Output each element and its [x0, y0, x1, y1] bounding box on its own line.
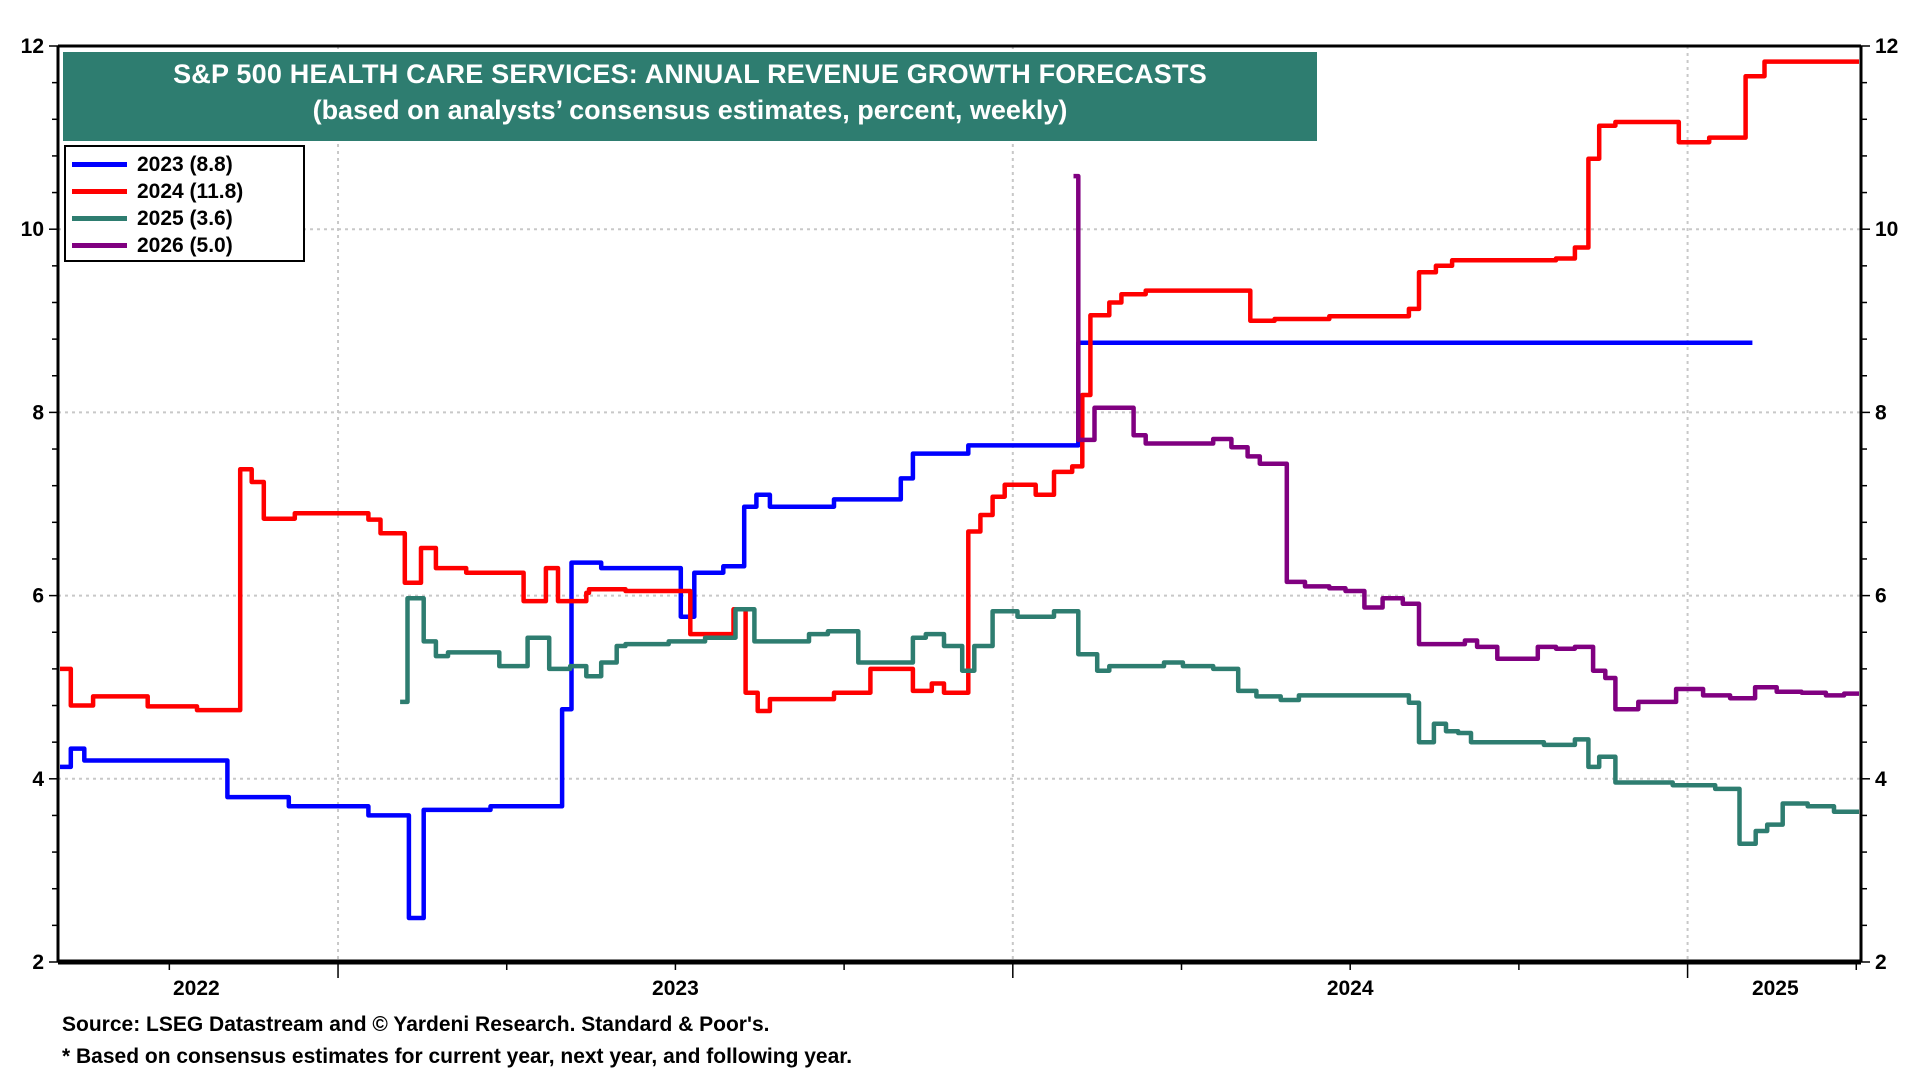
legend-label-2024: 2024 (11.8)	[137, 179, 244, 203]
y-tick-label-right: 8	[1875, 401, 1887, 424]
legend-label-2023: 2023 (8.8)	[137, 152, 233, 176]
legend-swatch-2023	[72, 162, 127, 167]
series-group	[60, 59, 1859, 921]
legend-item-2024: 2024 (11.8)	[72, 178, 243, 205]
legend-item-2026: 2026 (5.0)	[72, 232, 233, 259]
x-tick-label-2023: 2023	[652, 977, 699, 1000]
x-tick-label-2022: 2022	[173, 977, 220, 1000]
footnote: * Based on consensus estimates for curre…	[62, 1045, 853, 1068]
series-line-2024	[60, 59, 1859, 714]
legend-label-2025: 2025 (3.6)	[137, 206, 233, 230]
series-line-2025	[400, 596, 1859, 847]
y-tick-label-left: 2	[32, 951, 44, 974]
y-tick-label-left: 6	[32, 585, 44, 608]
gridlines	[58, 46, 1861, 962]
y-tick-label-left: 4	[32, 768, 44, 791]
series-line-2026	[1073, 173, 1859, 712]
legend-label-2026: 2026 (5.0)	[137, 233, 233, 257]
x-tick-label-2025: 2025	[1752, 977, 1799, 1000]
axes: 2 2 4 4 6 6 8 8 10 10 12 12 2022 2023 2024 2025	[21, 35, 1899, 1000]
source-note: Source: LSEG Datastream and © Yardeni Re…	[62, 1013, 770, 1036]
legend-item-2023: 2023 (8.8)	[72, 151, 233, 178]
legend-item-2025: 2025 (3.6)	[72, 205, 233, 232]
y-tick-label-left: 12	[21, 35, 44, 58]
chart-title: S&P 500 HEALTH CARE SERVICES: ANNUAL REV…	[173, 59, 1207, 89]
legend-swatch-2025	[72, 216, 127, 221]
chart-subtitle: (based on analysts’ consensus estimates,…	[312, 95, 1068, 125]
y-tick-label-right: 2	[1875, 951, 1887, 974]
y-tick-label-right: 12	[1875, 35, 1898, 58]
legend-swatch-2024	[72, 189, 127, 194]
series-line-2023	[60, 340, 1753, 921]
chart-title-box: S&P 500 HEALTH CARE SERVICES: ANNUAL REV…	[63, 52, 1317, 141]
y-tick-label-left: 10	[21, 218, 44, 241]
legend: 2023 (8.8) 2024 (11.8) 2025 (3.6) 2026 (…	[64, 145, 305, 262]
y-tick-label-left: 8	[32, 401, 44, 424]
y-tick-label-right: 6	[1875, 585, 1887, 608]
y-tick-label-right: 10	[1875, 218, 1898, 241]
legend-swatch-2026	[72, 243, 127, 248]
x-tick-label-2024: 2024	[1327, 977, 1374, 1000]
y-tick-label-right: 4	[1875, 768, 1887, 791]
